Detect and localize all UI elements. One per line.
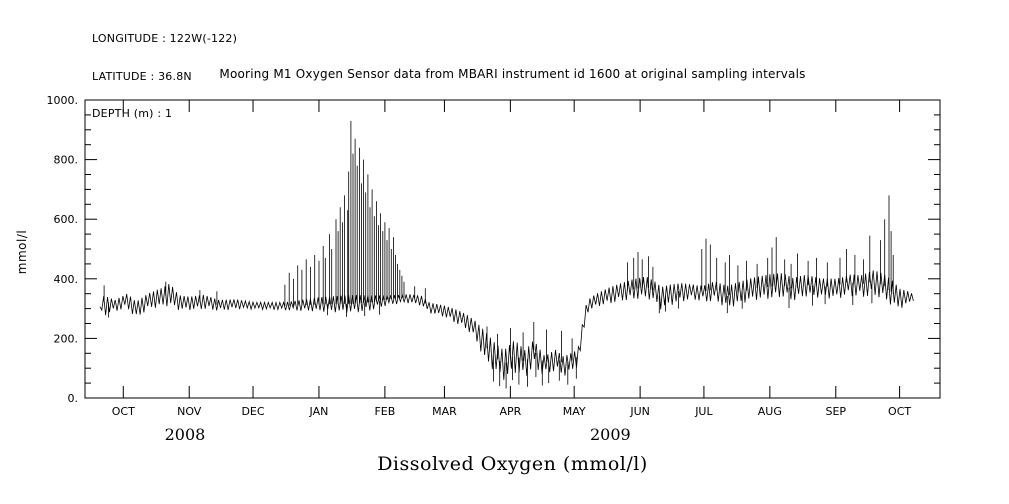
year-label: 2008 <box>165 425 206 444</box>
x-tick-label: OCT <box>888 405 911 418</box>
y-tick-label: 600. <box>54 213 79 226</box>
x-tick-label: MAR <box>432 405 457 418</box>
data-spikes <box>103 120 894 389</box>
x-tick-label: FEB <box>374 405 395 418</box>
x-tick-label: DEC <box>241 405 264 418</box>
x-tick-label: JUN <box>629 405 650 418</box>
y-tick-label: 200. <box>54 332 79 345</box>
latitude-label: LATITUDE : 36.8N <box>92 69 192 83</box>
x-axis-caption: Dissolved Oxygen (mmol/l) <box>377 453 648 475</box>
y-tick-label: 800. <box>54 154 79 167</box>
x-tick-label: AUG <box>758 405 782 418</box>
y-tick-label: 400. <box>54 273 79 286</box>
y-tick-label: 1000. <box>47 94 79 107</box>
y-tick-label: 0. <box>68 392 79 405</box>
x-tick-label: JUL <box>694 405 713 418</box>
chart-title: Mooring M1 Oxygen Sensor data from MBARI… <box>219 67 806 81</box>
longitude-label: LONGITUDE : 122W(-122) <box>92 32 238 45</box>
depth-label: DEPTH (m) : 1 <box>92 107 173 120</box>
x-tick-label: NOV <box>177 405 202 418</box>
data-series <box>99 270 914 380</box>
x-tick-label: MAY <box>563 405 586 418</box>
year-label: 2009 <box>590 425 631 444</box>
header-info: LONGITUDE : 122W(-122) LATITUDE : 36.8N … <box>92 8 237 146</box>
x-tick-label: OCT <box>112 405 135 418</box>
x-tick-label: APR <box>499 405 521 418</box>
x-tick-label: JAN <box>309 405 329 418</box>
x-tick-label: SEP <box>825 405 846 418</box>
